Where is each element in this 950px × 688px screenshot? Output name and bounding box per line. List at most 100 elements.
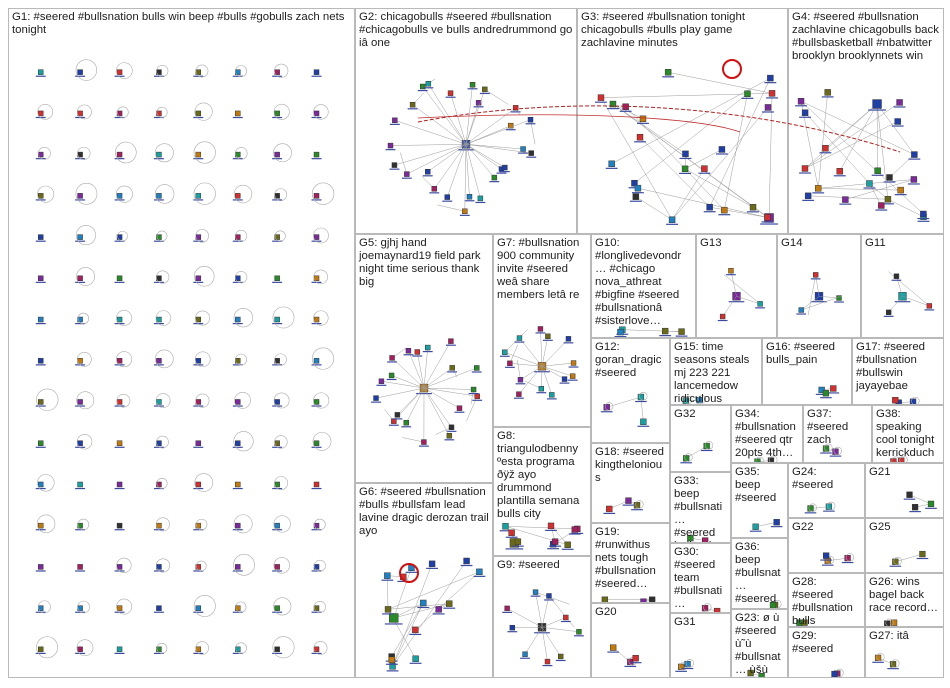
member-node[interactable]: [392, 117, 398, 124]
member-node[interactable]: [911, 504, 919, 511]
isolate-node[interactable]: [235, 522, 241, 529]
member-node[interactable]: [561, 376, 568, 382]
member-node[interactable]: [807, 505, 814, 512]
isolate-node[interactable]: [77, 564, 83, 570]
isolate-node[interactable]: [116, 440, 123, 446]
member-node[interactable]: [384, 606, 392, 613]
hub-node[interactable]: [648, 596, 656, 602]
member-node[interactable]: [491, 174, 498, 181]
member-node[interactable]: [610, 644, 617, 651]
member-node[interactable]: [640, 418, 647, 425]
member-node[interactable]: [713, 607, 721, 612]
isolate-node[interactable]: [195, 193, 202, 199]
isolate-node[interactable]: [116, 151, 123, 158]
member-node[interactable]: [906, 491, 913, 498]
member-node[interactable]: [606, 505, 613, 513]
isolate-node[interactable]: [274, 275, 280, 282]
member-node[interactable]: [892, 397, 899, 404]
member-node[interactable]: [476, 568, 483, 576]
hub-node[interactable]: [687, 534, 694, 542]
member-node[interactable]: [636, 134, 644, 141]
hub-node[interactable]: [701, 605, 709, 612]
member-node[interactable]: [576, 629, 582, 635]
member-node[interactable]: [474, 393, 480, 399]
isolate-node[interactable]: [274, 646, 280, 653]
isolate-node[interactable]: [77, 69, 83, 75]
isolate-node[interactable]: [274, 110, 280, 117]
member-node[interactable]: [564, 541, 571, 548]
isolate-node[interactable]: [274, 605, 280, 611]
member-node[interactable]: [744, 90, 751, 97]
isolate-node[interactable]: [313, 234, 320, 240]
member-node[interactable]: [910, 176, 918, 183]
member-node[interactable]: [608, 160, 615, 168]
member-node[interactable]: [384, 572, 391, 579]
isolate-node[interactable]: [274, 234, 280, 240]
member-node[interactable]: [920, 210, 927, 218]
hub-node[interactable]: [682, 397, 689, 404]
isolate-node[interactable]: [235, 605, 241, 611]
isolate-node[interactable]: [37, 358, 44, 364]
member-node[interactable]: [767, 74, 774, 82]
isolate-node[interactable]: [313, 605, 320, 611]
member-node[interactable]: [721, 206, 728, 214]
hub-node[interactable]: [872, 99, 882, 109]
member-node[interactable]: [696, 396, 703, 404]
member-node[interactable]: [632, 655, 639, 662]
member-node[interactable]: [400, 573, 407, 581]
member-node[interactable]: [764, 104, 772, 111]
member-node[interactable]: [926, 303, 933, 309]
member-node[interactable]: [425, 344, 431, 351]
member-node[interactable]: [682, 150, 689, 158]
member-node[interactable]: [706, 203, 713, 211]
member-node[interactable]: [801, 165, 809, 172]
member-node[interactable]: [549, 392, 555, 398]
member-node[interactable]: [603, 404, 610, 411]
member-node[interactable]: [678, 328, 685, 335]
member-node[interactable]: [812, 272, 819, 278]
member-node[interactable]: [892, 558, 899, 565]
member-node[interactable]: [718, 146, 726, 153]
hub-node[interactable]: [683, 455, 690, 462]
member-node[interactable]: [754, 458, 761, 462]
member-node[interactable]: [684, 660, 691, 668]
isolate-node[interactable]: [195, 316, 202, 323]
hub-node[interactable]: [889, 661, 897, 668]
member-node[interactable]: [728, 268, 734, 274]
member-node[interactable]: [701, 537, 709, 542]
member-node[interactable]: [824, 89, 831, 96]
member-node[interactable]: [428, 560, 436, 568]
member-node[interactable]: [517, 377, 524, 383]
member-node[interactable]: [844, 554, 851, 562]
member-node[interactable]: [373, 395, 379, 401]
isolate-node[interactable]: [274, 399, 280, 405]
member-node[interactable]: [538, 385, 545, 392]
member-node[interactable]: [565, 336, 572, 342]
member-node[interactable]: [448, 338, 454, 344]
member-node[interactable]: [681, 165, 689, 173]
member-node[interactable]: [421, 439, 427, 445]
isolate-node[interactable]: [77, 399, 83, 405]
isolate-node[interactable]: [156, 646, 162, 653]
member-node[interactable]: [898, 457, 905, 462]
isolate-node[interactable]: [235, 316, 241, 323]
isolate-node[interactable]: [77, 646, 83, 653]
member-node[interactable]: [569, 373, 576, 379]
isolate-node[interactable]: [116, 358, 123, 364]
member-node[interactable]: [798, 307, 804, 313]
hub-node[interactable]: [919, 550, 926, 558]
isolate-node[interactable]: [195, 275, 202, 282]
member-node[interactable]: [502, 523, 509, 530]
isolate-node[interactable]: [313, 564, 320, 570]
member-node[interactable]: [622, 103, 629, 110]
isolate-node[interactable]: [195, 522, 202, 529]
member-node[interactable]: [885, 309, 892, 316]
hub-node[interactable]: [637, 393, 645, 401]
hub-node[interactable]: [830, 385, 837, 392]
isolate-node[interactable]: [235, 646, 241, 653]
isolate-node[interactable]: [156, 481, 162, 488]
isolate-node[interactable]: [195, 110, 202, 117]
member-node[interactable]: [482, 86, 488, 93]
member-node[interactable]: [448, 424, 455, 430]
member-node[interactable]: [769, 602, 777, 608]
